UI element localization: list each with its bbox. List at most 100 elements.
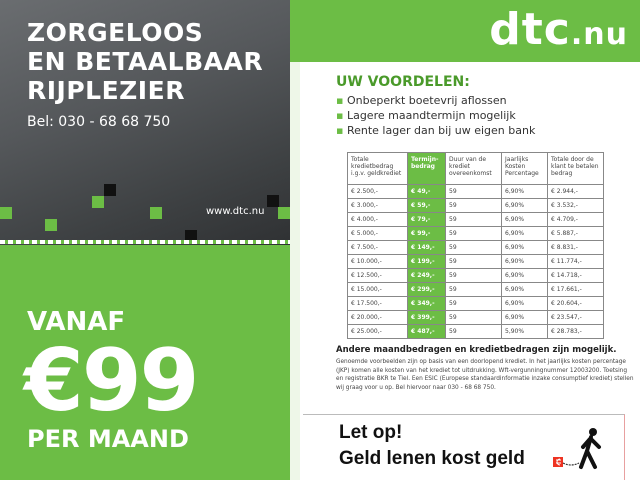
table-cell: 6,90%: [501, 282, 548, 297]
table-row: € 12.500,- € 249,- 59 6,90% € 14.718,-: [347, 268, 604, 283]
headline-line: ZORGELOOS: [27, 18, 204, 47]
table-row: € 7.500,- € 149,- 59 6,90% € 8.831,-: [347, 240, 604, 255]
table-cell: 6,90%: [501, 310, 548, 325]
table-cell: 6,90%: [501, 296, 548, 311]
background-photo: ZORGELOOS EN BETAALBAAR RIJPLEZIER Bel: …: [0, 0, 290, 245]
table-cell: € 149,-: [407, 240, 446, 255]
table-cell: € 17.500,-: [347, 296, 408, 311]
decor-square: [278, 207, 290, 219]
table-cell: € 2.500,-: [347, 184, 408, 199]
table-cell: € 11.774,-: [547, 254, 604, 269]
table-cell: 6,90%: [501, 226, 548, 241]
table-row: € 2.500,- € 49,- 59 6,90% € 2.944,-: [347, 184, 604, 199]
list-item: Onbeperkt boetevrij aflossen: [336, 93, 640, 108]
table-cell: 5,90%: [501, 324, 548, 339]
dotted-divider: [0, 240, 290, 244]
table-row: € 20.000,- € 399,- 59 6,90% € 23.547,-: [347, 310, 604, 325]
table-cell: € 3.000,-: [347, 198, 408, 213]
table-cell: 59: [445, 296, 502, 311]
walking-man-with-euro-ball-icon: [553, 428, 601, 469]
table-cell: € 15.000,-: [347, 282, 408, 297]
list-item: Lagere maandtermijn mogelijk: [336, 108, 640, 123]
table-cell: € 2.944,-: [547, 184, 604, 199]
table-cell: 6,90%: [501, 212, 548, 227]
table-cell: € 5.887,-: [547, 226, 604, 241]
advantages-title: UW VOORDELEN:: [336, 74, 470, 90]
table-cell: € 249,-: [407, 268, 446, 283]
table-cell: 59: [445, 310, 502, 325]
dtc-logo: dtc.nu: [489, 4, 628, 55]
table-cell: € 3.532,-: [547, 198, 604, 213]
table-cell: € 4.000,-: [347, 212, 408, 227]
headline: ZORGELOOS EN BETAALBAAR RIJPLEZIER: [27, 18, 263, 105]
table-cell: € 23.547,-: [547, 310, 604, 325]
table-row: € 3.000,- € 59,- 59 6,90% € 3.532,-: [347, 198, 604, 213]
table-cell: 59: [445, 268, 502, 283]
per-maand-label: PER MAAND: [27, 425, 189, 453]
decor-square: [185, 230, 197, 242]
table-cell: € 199,-: [407, 254, 446, 269]
column-header: Jaarlijks Kosten Percentage: [501, 152, 548, 185]
table-cell: € 20.604,-: [547, 296, 604, 311]
table-cell: € 49,-: [407, 184, 446, 199]
table-cell: € 399,-: [407, 310, 446, 325]
decor-square: [267, 195, 279, 207]
vanaf-label: VANAF: [27, 307, 126, 337]
promo-panel: ZORGELOOS EN BETAALBAAR RIJPLEZIER Bel: …: [0, 0, 290, 480]
table-cell: € 99,-: [407, 226, 446, 241]
table-cell: 59: [445, 198, 502, 213]
warning-line-1: Let op!: [339, 422, 403, 443]
warning-line-2: Geld lenen kost geld: [339, 448, 525, 469]
decor-square: [45, 219, 57, 231]
price-text: VANAF €99 PER MAAND: [24, 307, 200, 453]
table-cell: 6,90%: [501, 198, 548, 213]
table-cell: € 349,-: [407, 296, 446, 311]
table-cell: 6,90%: [501, 268, 548, 283]
table-cell: € 487,-: [407, 324, 446, 339]
photo-text: ZORGELOOS EN BETAALBAAR RIJPLEZIER Bel: …: [27, 18, 263, 131]
table-row: € 15.000,- € 299,- 59 6,90% € 17.661,-: [347, 282, 604, 297]
brand-header: dtc.nu: [290, 0, 640, 62]
table-header-row: Totale kredietbedrag i.g.v. geldkrediet …: [347, 152, 604, 185]
list-item: Rente lager dan bij uw eigen bank: [336, 123, 640, 138]
table-cell: 59: [445, 254, 502, 269]
table-cell: 6,90%: [501, 254, 548, 269]
advantages-list: Onbeperkt boetevrij aflossen Lagere maan…: [336, 93, 640, 138]
table-row: € 25.000,- € 487,- 59 5,90% € 28.783,-: [347, 324, 604, 339]
table-cell: 6,90%: [501, 184, 548, 199]
table-row: € 5.000,- € 99,- 59 6,90% € 5.887,-: [347, 226, 604, 241]
column-header: Totale door de klant te betalen bedrag: [547, 152, 604, 185]
table-row: € 17.500,- € 349,- 59 6,90% € 20.604,-: [347, 296, 604, 311]
price: €99: [24, 331, 200, 431]
phone-number: Bel: 030 - 68 68 750: [27, 114, 171, 130]
other-amounts-note: Andere maandbedragen en kredietbedragen …: [336, 345, 617, 355]
decor-square: [104, 184, 116, 196]
price-block: VANAF €99 PER MAAND: [0, 240, 290, 480]
column-header: Duur van de krediet overeenkomst: [445, 152, 502, 185]
warning-box: Let op! Geld lenen kost geld: [303, 414, 625, 480]
info-panel: dtc.nu UW VOORDELEN: Onbeperkt boetevrij…: [290, 0, 640, 480]
legal-text: Genoemde voorbeelden zijn op basis van e…: [336, 359, 634, 391]
credit-table: Totale kredietbedrag i.g.v. geldkrediet …: [347, 152, 604, 339]
table-cell: € 28.783,-: [547, 324, 604, 339]
table-cell: 59: [445, 240, 502, 255]
table-cell: € 17.661,-: [547, 282, 604, 297]
decor-square: [0, 207, 12, 219]
table-cell: € 20.000,-: [347, 310, 408, 325]
table-row: € 4.000,- € 79,- 59 6,90% € 4.709,-: [347, 212, 604, 227]
table-cell: € 8.831,-: [547, 240, 604, 255]
column-header: Totale kredietbedrag i.g.v. geldkrediet: [347, 152, 408, 185]
table-cell: € 299,-: [407, 282, 446, 297]
table-cell: 6,90%: [501, 240, 548, 255]
table-cell: 59: [445, 226, 502, 241]
table-cell: € 59,-: [407, 198, 446, 213]
table-cell: 59: [445, 212, 502, 227]
headline-line: RIJPLEZIER: [27, 76, 185, 105]
table-cell: € 14.718,-: [547, 268, 604, 283]
table-row: € 10.000,- € 199,- 59 6,90% € 11.774,-: [347, 254, 604, 269]
decor-square: [150, 207, 162, 219]
table-cell: 59: [445, 324, 502, 339]
table-cell: € 79,-: [407, 212, 446, 227]
table-cell: 59: [445, 282, 502, 297]
website-link[interactable]: www.dtc.nu: [206, 206, 265, 217]
